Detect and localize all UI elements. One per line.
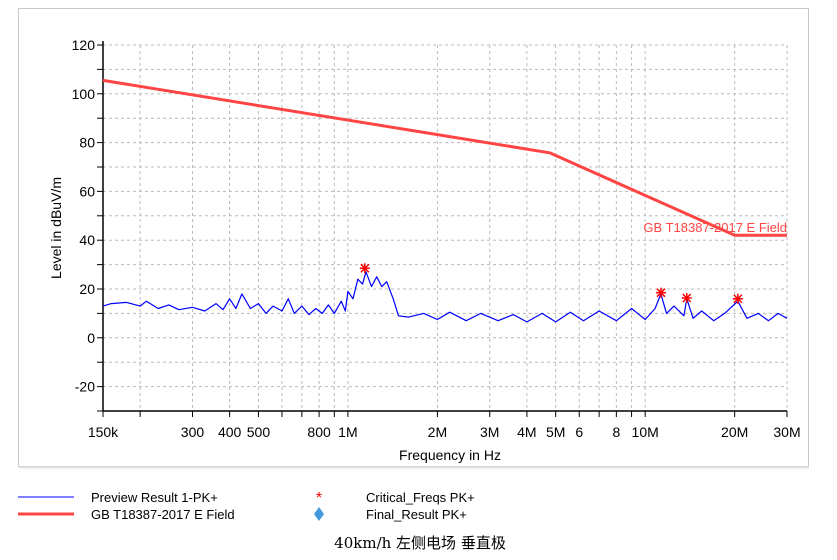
x-tick-label: 300 [181,424,205,440]
x-tick-label: 3M [480,424,499,440]
critical-freq-marker [359,263,370,274]
asterisk-stroke [360,263,370,273]
x-tick-label: 10M [632,424,659,440]
caption: 40km/h 左侧电场 垂直极 [334,534,506,552]
y-tick-label: 120 [72,37,96,53]
legend-asterisk-icon: * [316,490,322,507]
x-tick-label: 1M [338,424,357,440]
axes: 120 100 80 60 40 20 0 -20 150k 300 400 500 800 1M 2M 3M… [72,37,801,440]
x-tick-label: 800 [307,424,331,440]
x-tick-label: 2M [428,424,447,440]
y-tick-label: 40 [79,232,95,248]
x-axis-label: Frequency in Hz [399,447,501,463]
y-tick-label: 60 [79,183,95,199]
limit-line [102,78,787,237]
asterisk-stroke [656,288,666,298]
x-tick-label: 400 [218,424,242,440]
limit-label: GB T18387-2017 E Field [643,220,787,235]
legend-label-limit: GB T18387-2017 E Field [91,507,235,522]
legend-label-preview: Preview Result 1-PK+ [91,490,218,505]
series-layer [102,78,788,323]
critical-freq-marker [732,293,743,304]
y-tick-label: -20 [75,379,95,395]
legend-label-final: Final_Result PK+ [366,507,467,522]
legend: Preview Result 1-PK+ GB T18387-2017 E Fi… [18,490,475,522]
x-tick-label: 150k [88,424,119,440]
x-tick-label: 5M [546,424,565,440]
critical-freq-marker [681,293,692,304]
y-tick-label: 0 [87,330,95,346]
asterisk-stroke [733,294,743,304]
x-tick-label: 20M [721,424,748,440]
x-tick-label: 500 [247,424,271,440]
x-tick-label: 8 [612,424,620,440]
y-tick-label: 80 [79,135,95,151]
critical-freq-marker [655,287,666,298]
chart-frame [18,8,809,467]
grid [103,44,788,411]
legend-diamond-icon [314,507,324,521]
y-tick-label: 100 [72,86,96,102]
asterisk-stroke [682,293,692,303]
legend-label-critical: Critical_Freqs PK+ [366,490,475,505]
x-tick-label: 4M [517,424,536,440]
preview-trace [102,271,788,323]
x-tick-label: 30M [773,424,800,440]
x-tick-label: 6 [575,424,583,440]
y-tick-label: 20 [79,281,95,297]
y-axis-label: Level in dBuV/m [48,177,64,279]
